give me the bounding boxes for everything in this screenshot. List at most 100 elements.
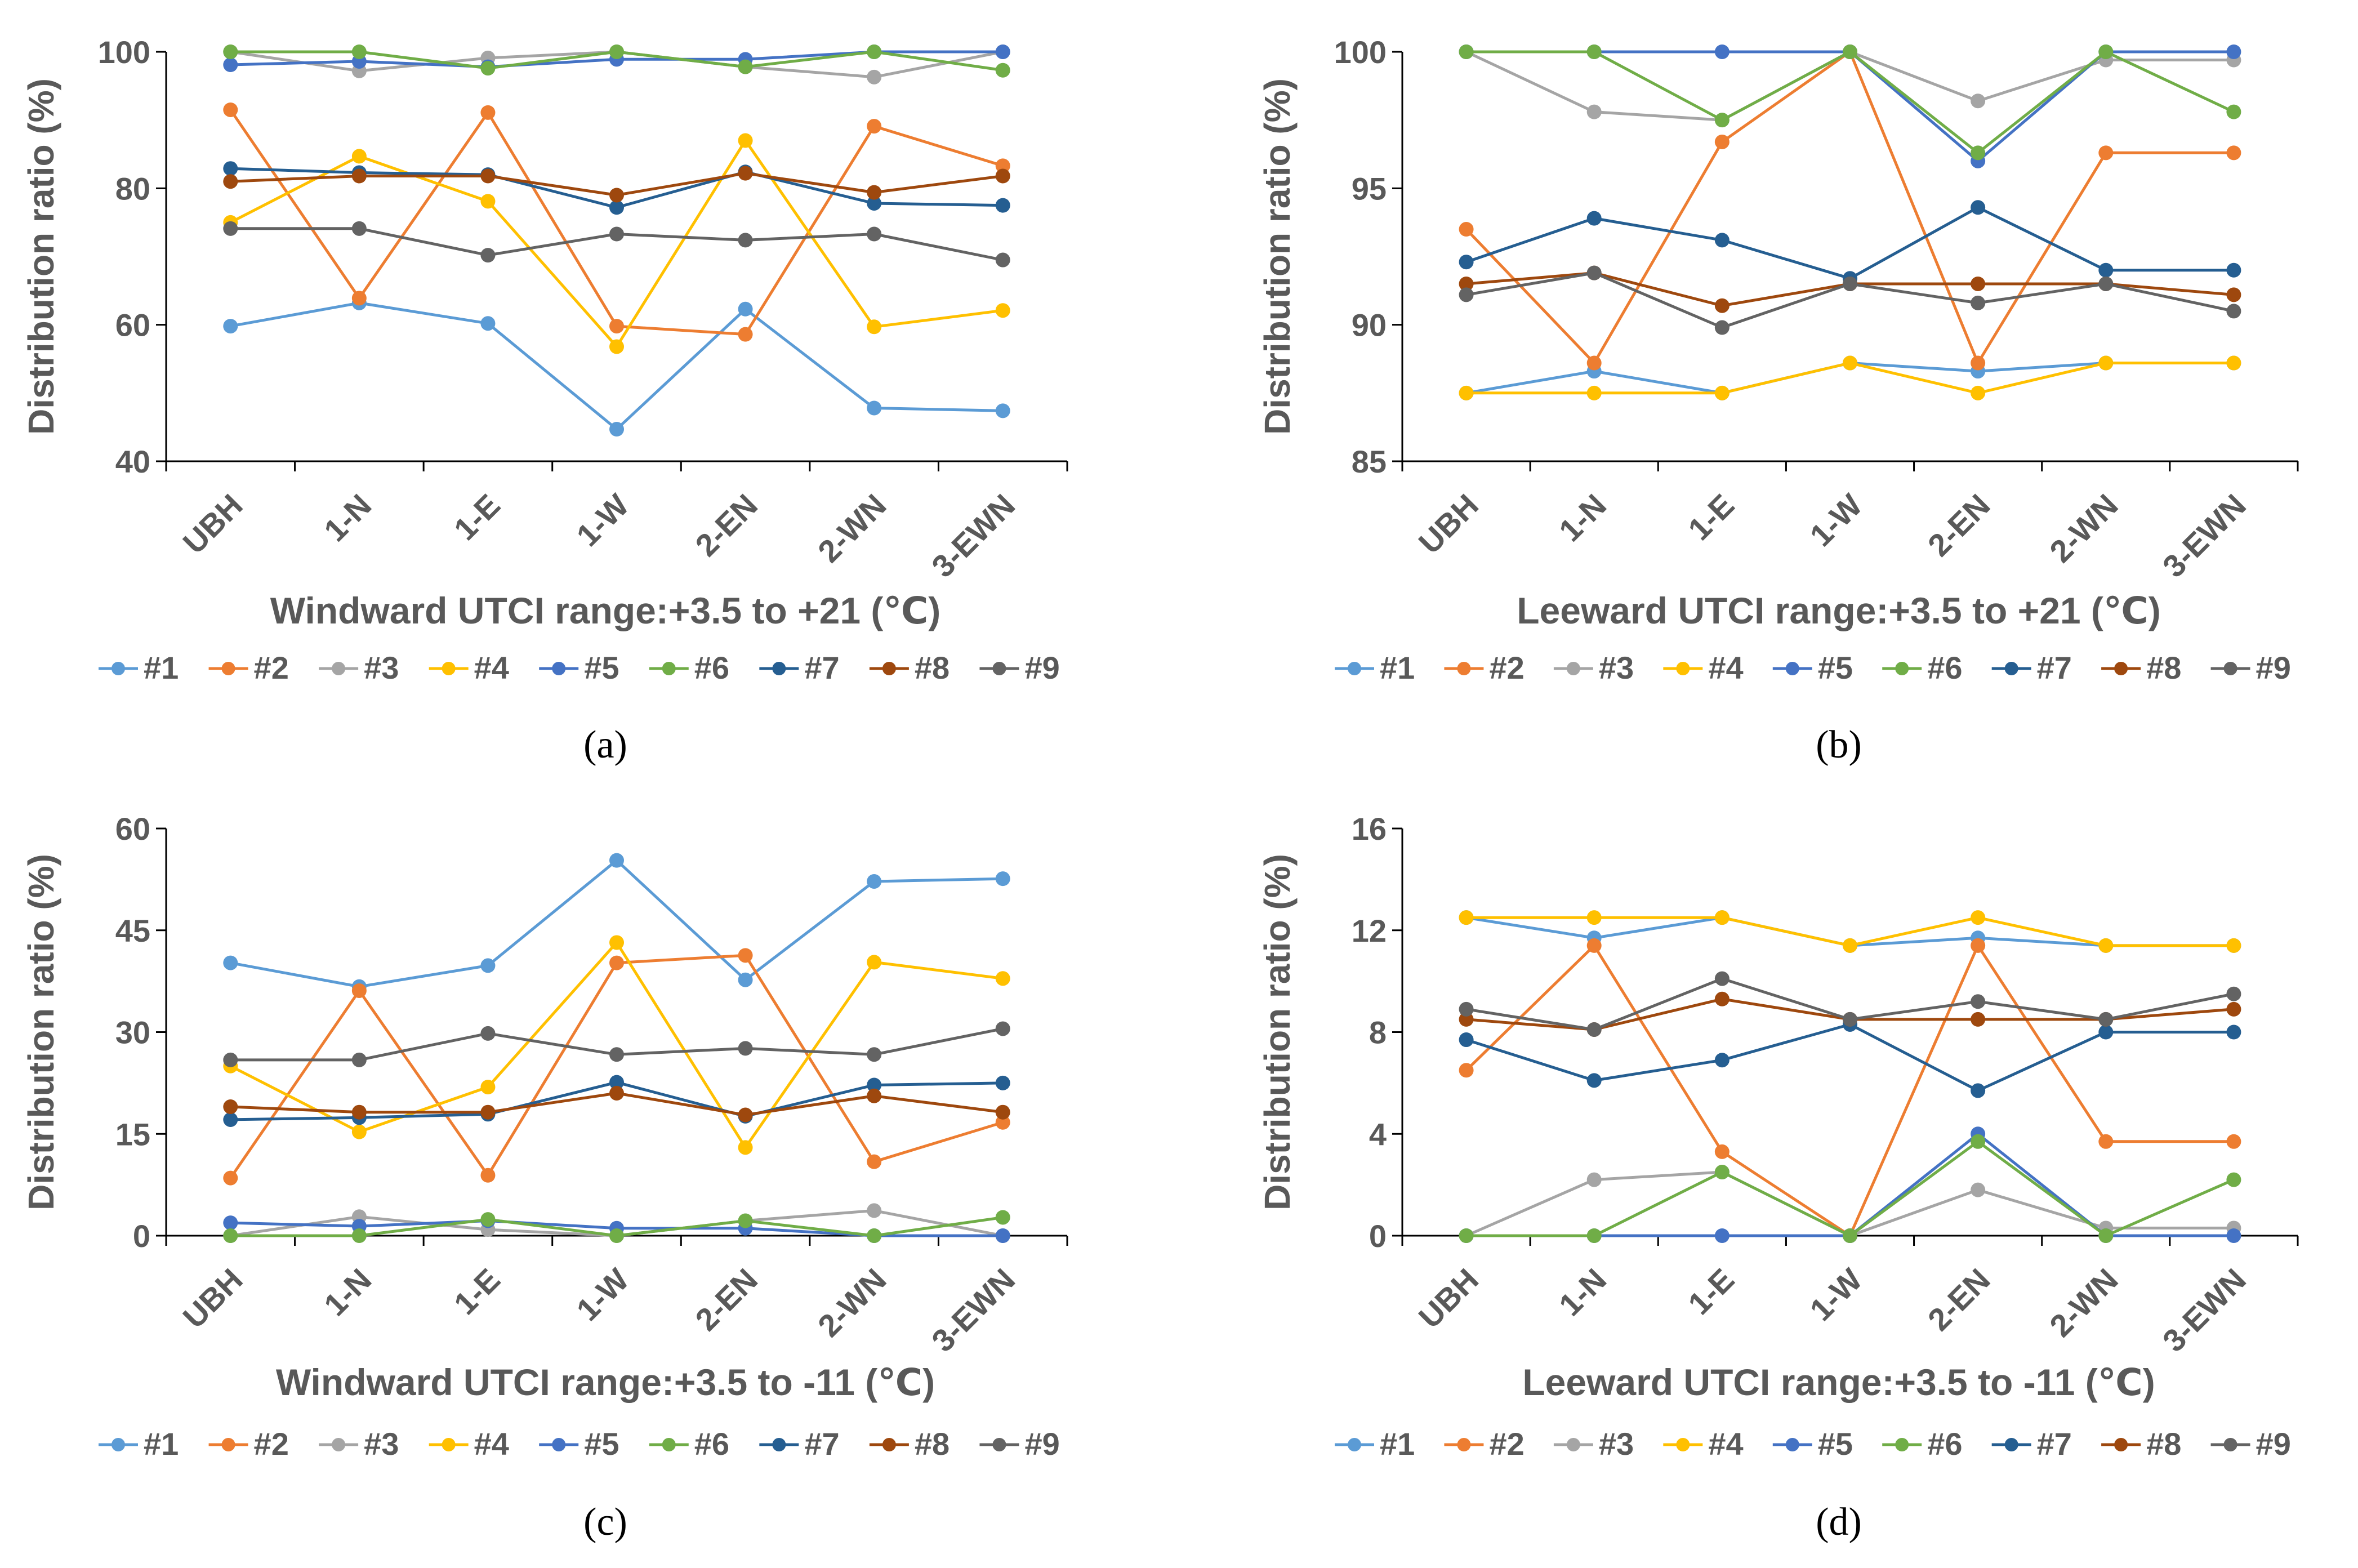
data-point-4 <box>609 935 624 950</box>
data-point-9 <box>1971 994 1986 1009</box>
y-tick-label: 16 <box>1352 811 1387 847</box>
data-point-2 <box>1971 938 1986 953</box>
legend-item-8: #8 <box>869 1426 950 1462</box>
data-point-1 <box>738 972 753 987</box>
series-line-6 <box>1466 50 2235 154</box>
data-point-6 <box>351 1228 367 1243</box>
data-point-4 <box>1586 910 1602 925</box>
data-point-7 <box>2098 1024 2114 1040</box>
data-point-1 <box>480 316 496 331</box>
data-point-6 <box>609 1228 624 1243</box>
x-axis-label: Leeward UTCI range:+3.5 to -11 (℃) <box>1522 1361 2155 1403</box>
legend-item-4: #4 <box>1663 1426 1744 1462</box>
data-point-6 <box>1586 1228 1602 1243</box>
legend-label: #9 <box>2256 650 2291 685</box>
data-point-6 <box>2098 44 2114 59</box>
data-point-4 <box>1586 385 1602 400</box>
data-point-4 <box>1459 385 1474 400</box>
legend-item-2: #2 <box>1444 650 1525 685</box>
data-point-7 <box>995 1075 1010 1090</box>
data-point-5 <box>1714 1228 1730 1243</box>
legend-swatch-marker <box>992 662 1006 675</box>
data-point-2 <box>1586 355 1602 371</box>
data-point-7 <box>609 200 624 215</box>
data-point-4 <box>867 319 882 335</box>
data-point-9 <box>738 1041 753 1056</box>
data-point-7 <box>1714 1053 1730 1068</box>
x-tick-label: UBH <box>176 487 249 560</box>
legend-label: #8 <box>915 1426 950 1462</box>
data-point-2 <box>480 1168 496 1183</box>
legend-swatch-marker <box>662 1438 676 1451</box>
x-tick-label: 2-EN <box>688 1262 764 1338</box>
legend-swatch-marker <box>662 662 676 675</box>
data-point-3 <box>1586 1172 1602 1187</box>
legend-swatch-marker <box>112 1438 125 1451</box>
legend-label: #2 <box>254 650 289 685</box>
legend-swatch-marker <box>442 662 456 675</box>
data-point-4 <box>351 1124 367 1139</box>
data-point-1 <box>609 422 624 437</box>
data-point-4 <box>351 149 367 164</box>
data-point-5 <box>995 1228 1010 1243</box>
legend-item-1: #1 <box>1335 1426 1415 1462</box>
data-point-9 <box>351 221 367 236</box>
data-point-6 <box>995 63 1010 78</box>
data-point-1 <box>223 319 238 334</box>
data-point-8 <box>995 1104 1010 1120</box>
legend-item-8: #8 <box>2101 650 2181 685</box>
data-point-2 <box>1971 355 1986 371</box>
data-point-2 <box>1714 1144 1730 1159</box>
legend-label: #6 <box>1927 1426 1962 1462</box>
data-point-9 <box>351 1052 367 1067</box>
data-point-7 <box>1459 255 1474 270</box>
y-tick-label: 8 <box>1369 1015 1387 1050</box>
data-point-2 <box>1459 222 1474 237</box>
data-point-1 <box>867 874 882 889</box>
data-point-8 <box>223 174 238 189</box>
legend-label: #7 <box>804 650 839 685</box>
legend-item-9: #9 <box>2210 650 2291 685</box>
data-point-4 <box>1971 385 1986 400</box>
legend-swatch-marker <box>552 662 566 675</box>
legend-swatch-marker <box>1566 1438 1580 1451</box>
data-point-9 <box>738 233 753 248</box>
data-point-5 <box>2226 44 2241 59</box>
data-point-9 <box>995 252 1010 268</box>
legend-label: #2 <box>1489 650 1524 685</box>
y-tick-label: 90 <box>1352 308 1387 343</box>
data-point-9 <box>2098 276 2114 291</box>
legend-label: #2 <box>1489 1426 1524 1462</box>
data-point-6 <box>1586 44 1602 59</box>
data-point-6 <box>1843 44 1857 59</box>
x-axis-label: Leeward UTCI range:+3.5 to +21 (℃) <box>1517 590 2161 631</box>
data-point-9 <box>480 248 496 263</box>
data-point-5 <box>2226 1228 2241 1243</box>
data-point-4 <box>1843 355 1857 371</box>
legend-swatch-marker <box>882 1438 896 1451</box>
data-point-9 <box>1586 1022 1602 1037</box>
data-point-7 <box>1459 1032 1474 1048</box>
data-point-4 <box>1714 385 1730 400</box>
data-point-2 <box>223 102 238 117</box>
legend-item-6: #6 <box>649 650 729 685</box>
data-point-8 <box>223 1099 238 1115</box>
data-point-2 <box>2226 145 2241 161</box>
legend-label: #7 <box>804 1426 839 1462</box>
legend-label: #6 <box>694 650 729 685</box>
data-point-6 <box>609 44 624 59</box>
data-point-1 <box>609 853 624 868</box>
data-point-2 <box>995 1115 1010 1130</box>
data-point-1 <box>738 301 753 317</box>
data-point-6 <box>1459 1228 1474 1243</box>
data-point-4 <box>1714 910 1730 925</box>
legend-label: #3 <box>1599 650 1634 685</box>
data-point-2 <box>2098 1134 2114 1149</box>
legend-swatch-marker <box>2004 662 2018 675</box>
data-point-7 <box>1586 211 1602 226</box>
x-tick-label: 2-WN <box>2043 487 2125 569</box>
data-point-7 <box>2098 262 2114 278</box>
data-point-2 <box>2226 1134 2241 1149</box>
legend-swatch-marker <box>2223 1438 2237 1451</box>
data-point-8 <box>1714 991 1730 1006</box>
